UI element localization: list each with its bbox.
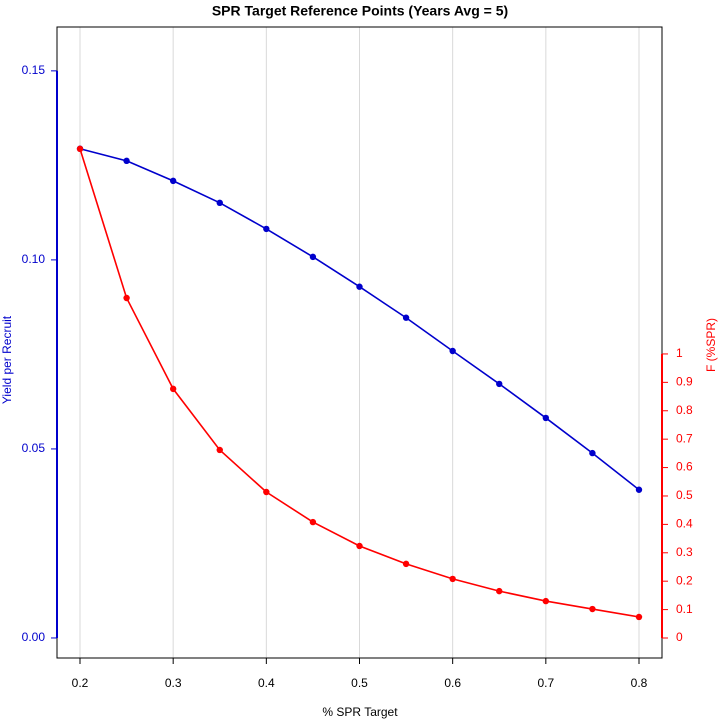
data-point (496, 587, 503, 595)
chart-title: SPR Target Reference Points (Years Avg =… (212, 3, 508, 19)
data-point (356, 283, 363, 290)
data-point (589, 449, 596, 457)
data-point (402, 560, 410, 568)
y-tick-label: 0.15 (22, 63, 46, 77)
data-point (542, 414, 550, 422)
data-point (216, 446, 223, 454)
x-tick-label: 0.7 (537, 676, 554, 690)
y2-tick-label: 0.8 (676, 403, 693, 417)
data-point (635, 613, 643, 621)
x-tick-label: 0.8 (631, 676, 648, 690)
data-point (76, 145, 84, 153)
y2-tick-label: 0 (676, 630, 683, 644)
data-point (169, 177, 177, 185)
data-point (542, 597, 550, 605)
data-point (449, 575, 456, 583)
x-tick-label: 0.5 (351, 676, 368, 690)
data-point (169, 385, 177, 393)
y2-tick-label: 0.9 (676, 375, 693, 389)
data-point (123, 294, 130, 302)
y2-tick-label: 0.3 (676, 545, 693, 559)
data-point (449, 347, 456, 355)
data-point (263, 488, 270, 496)
y-tick-label: 0.00 (22, 630, 46, 644)
data-point (309, 518, 317, 526)
y2-tick-label: 0.7 (676, 431, 693, 445)
data-point (589, 605, 596, 613)
data-point (356, 542, 363, 550)
data-point (123, 157, 130, 165)
x-tick-label: 0.3 (165, 676, 182, 690)
y2-tick-label: 1 (676, 346, 683, 360)
data-point (263, 225, 270, 233)
y2-tick-label: 0.2 (676, 573, 693, 587)
y2-axis-label: F (%SPR) (704, 318, 718, 372)
y2-tick-label: 0.5 (676, 488, 693, 502)
data-point (309, 253, 317, 261)
y2-tick-label: 0.1 (676, 602, 693, 616)
data-point (635, 486, 643, 493)
y2-tick-label: 0.4 (676, 517, 693, 531)
x-tick-label: 0.2 (72, 676, 89, 690)
x-tick-label: 0.4 (258, 676, 275, 690)
x-tick-label: 0.6 (444, 676, 461, 690)
data-point (496, 380, 503, 388)
x-axis-label: % SPR Target (322, 705, 398, 719)
data-point (402, 314, 410, 321)
y2-tick-label: 0.6 (676, 460, 693, 474)
y-tick-label: 0.05 (22, 441, 46, 455)
y-axis-label: Yield per Recruit (0, 315, 14, 404)
y-tick-label: 0.10 (22, 252, 46, 266)
data-point (216, 199, 223, 207)
